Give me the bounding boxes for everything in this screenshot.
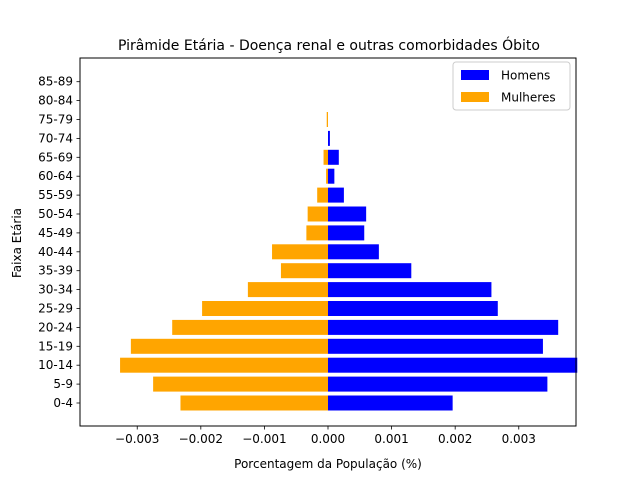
- x-tick-label: 0.000: [311, 432, 345, 446]
- bar-homens-25-29: [328, 301, 498, 316]
- bar-homens-70-74: [328, 130, 330, 146]
- bar-mulheres-55-59: [317, 187, 328, 203]
- y-tick-label: 25-29: [38, 302, 73, 316]
- y-tick-label: 75-79: [38, 113, 73, 127]
- bar-homens-0-4: [328, 395, 453, 411]
- bar-mulheres-45-49: [306, 225, 328, 241]
- y-tick-label: 70-74: [38, 131, 73, 145]
- x-axis-title: Porcentagem da População (%): [234, 457, 422, 471]
- legend: Homens Mulheres: [452, 61, 571, 111]
- bar-homens-10-14: [328, 357, 578, 373]
- y-tick-label: 50-54: [38, 207, 73, 221]
- bar-mulheres-40-44: [272, 244, 328, 260]
- bar-homens-35-39: [328, 263, 412, 279]
- legend-label-homens: Homens: [501, 69, 550, 83]
- legend-swatch-mulheres: [461, 92, 489, 102]
- y-tick-label: 30-34: [38, 283, 73, 297]
- y-tick-label: 60-64: [38, 169, 73, 183]
- bar-mulheres-0-4: [180, 395, 328, 411]
- y-tick-label: 40-44: [38, 245, 73, 259]
- y-tick-label: 10-14: [38, 358, 73, 372]
- bar-mulheres-75-79: [326, 112, 328, 127]
- bar-mulheres-15-19: [130, 338, 328, 354]
- y-tick-label: 45-49: [38, 226, 73, 240]
- bar-mulheres-30-34: [247, 282, 328, 298]
- y-axis-title: Faixa Etária: [10, 208, 24, 278]
- bar-homens-50-54: [328, 206, 367, 222]
- bar-mulheres-35-39: [280, 263, 328, 279]
- bar-homens-65-69: [328, 149, 339, 165]
- x-tick-label: 0.003: [502, 432, 536, 446]
- bar-homens-40-44: [328, 244, 379, 260]
- bar-mulheres-10-14: [120, 357, 328, 373]
- bar-homens-15-19: [328, 338, 543, 354]
- y-tick-label: 5-9: [53, 377, 73, 391]
- bar-mulheres-50-54: [307, 206, 328, 222]
- bar-homens-5-9: [328, 376, 548, 392]
- x-tick-label: 0.002: [438, 432, 472, 446]
- legend-swatch-homens: [461, 70, 489, 80]
- x-tick-label: −0.001: [242, 432, 286, 446]
- y-tick-label: 85-89: [38, 75, 73, 89]
- y-tick-label: 65-69: [38, 150, 73, 164]
- bar-mulheres-20-24: [172, 319, 328, 335]
- bar-homens-20-24: [328, 319, 559, 335]
- bar-homens-45-49: [328, 225, 365, 241]
- y-tick-label: 55-59: [38, 188, 73, 202]
- y-tick-label: 0-4: [53, 396, 73, 410]
- x-tick-label: −0.002: [179, 432, 223, 446]
- plot-area: [120, 112, 578, 411]
- y-axis-ticks: 0-4 5-9 10-14 15-19 20-24 25-29 30-34 35-39 40-4…: [38, 75, 80, 410]
- y-tick-label: 35-39: [38, 264, 73, 278]
- bar-homens-60-64: [328, 168, 335, 184]
- bar-mulheres-65-69: [323, 149, 328, 165]
- y-tick-label: 15-19: [38, 339, 73, 353]
- bar-homens-55-59: [328, 187, 344, 203]
- y-tick-label: 80-84: [38, 94, 73, 108]
- x-tick-label: −0.003: [115, 432, 159, 446]
- bar-mulheres-5-9: [153, 376, 328, 392]
- axes-frame: [79, 57, 577, 427]
- y-tick-label: 20-24: [38, 320, 73, 334]
- bar-mulheres-25-29: [202, 301, 328, 316]
- bar-mulheres-60-64: [326, 168, 328, 184]
- x-tick-label: 0.001: [374, 432, 408, 446]
- bar-homens-30-34: [328, 282, 492, 298]
- chart-title: Pirâmide Etária - Doença renal e outras …: [118, 36, 540, 54]
- legend-label-mulheres: Mulheres: [501, 91, 556, 105]
- x-axis-ticks: −0.003 −0.002 −0.001 0.000 0.001 0.002 0.003: [115, 426, 536, 446]
